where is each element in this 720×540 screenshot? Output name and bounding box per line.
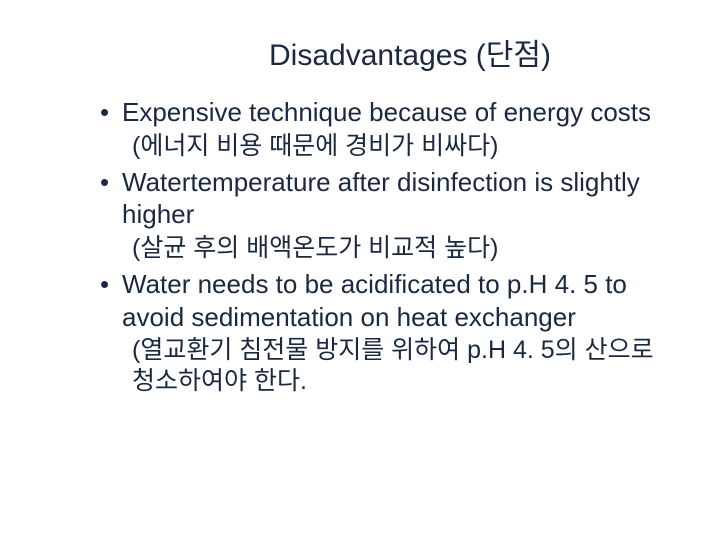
slide-container: Disadvantages (단점) Expensive technique b… [0,0,720,540]
item-main-text: Water needs to be acidificated to p.H 4.… [122,268,660,333]
list-item: Water needs to be acidificated to p.H 4.… [100,268,660,398]
item-translation: (살균 후의 배액온도가 비교적 높다) [122,233,660,264]
bullet-list: Expensive technique because of energy co… [100,96,660,398]
item-translation: (열교환기 침전물 방지를 위하여 p.H 4. 5의 산으로 청소하여야 한다… [122,335,660,398]
slide-title: Disadvantages (단점) [100,30,660,74]
item-main-text: Watertemperature after disinfection is s… [122,166,660,231]
item-translation: (에너지 비용 때문에 경비가 비싸다) [122,131,660,162]
item-main-text: Expensive technique because of energy co… [122,96,660,129]
list-item: Expensive technique because of energy co… [100,96,660,162]
list-item: Watertemperature after disinfection is s… [100,166,660,264]
